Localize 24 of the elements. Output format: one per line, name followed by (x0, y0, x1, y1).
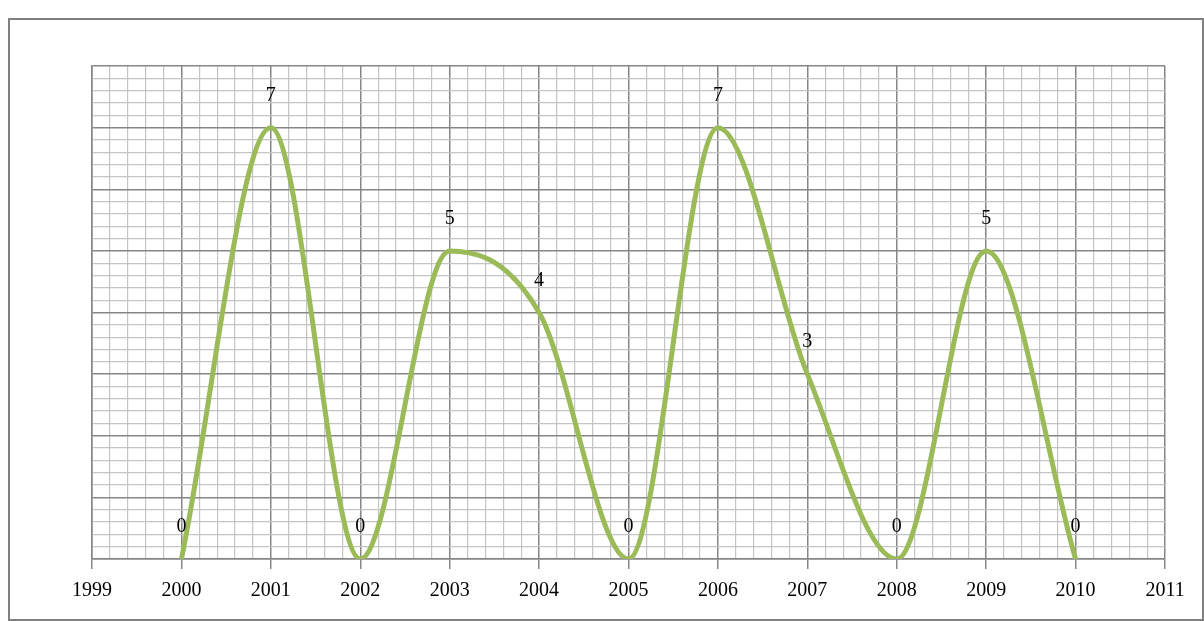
x-tick-label: 2010 (1055, 578, 1096, 601)
x-tick-label: 2009 (966, 578, 1007, 601)
x-tick-label: 2004 (519, 578, 560, 601)
x-tick-label: 2001 (250, 578, 291, 601)
x-tick-label: 2002 (340, 578, 381, 601)
data-label: 0 (176, 514, 187, 537)
data-label: 4 (534, 267, 545, 290)
data-label: 7 (712, 82, 723, 105)
x-tick-label: 2000 (161, 578, 202, 601)
x-tick-label: 2011 (1145, 578, 1185, 601)
data-label: 5 (981, 206, 992, 229)
data-label: 5 (444, 206, 455, 229)
data-label: 0 (623, 514, 634, 537)
data-label: 0 (1070, 514, 1081, 537)
x-tick-label: 2005 (608, 578, 649, 601)
data-label: 0 (355, 514, 366, 537)
x-tick-label: 2007 (787, 578, 828, 601)
x-tick-label: 2008 (876, 578, 917, 601)
data-label: 0 (891, 514, 902, 537)
x-tick-label: 1999 (72, 578, 112, 601)
x-tick-label: 2006 (697, 578, 738, 601)
data-label: 3 (802, 329, 813, 352)
data-label: 7 (265, 82, 276, 105)
x-tick-label: 2003 (429, 578, 470, 601)
